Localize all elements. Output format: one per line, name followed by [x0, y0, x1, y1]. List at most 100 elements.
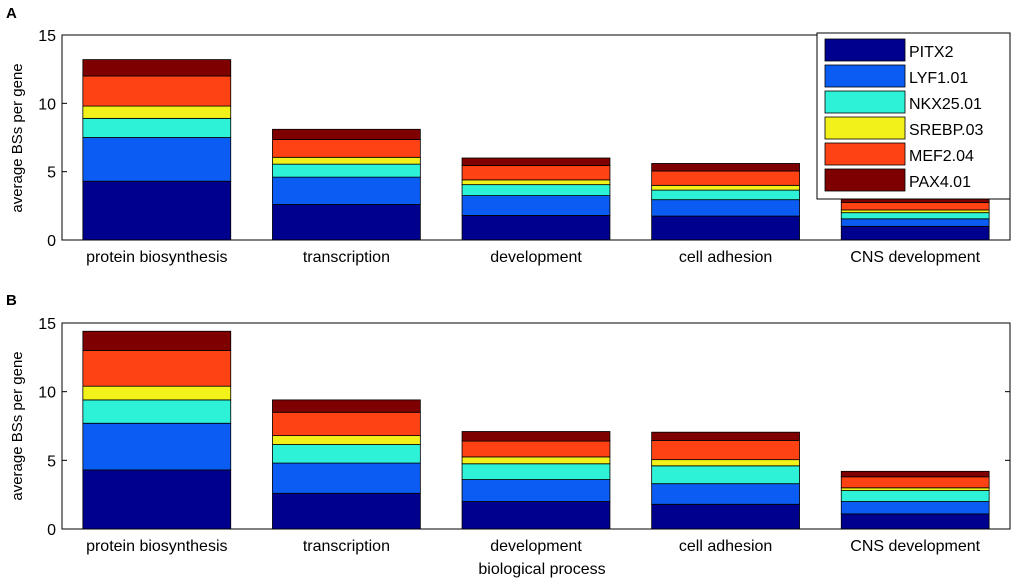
- legend-label-nkx25-01: NKX25.01: [909, 96, 982, 113]
- bar-segment-lyf1-01-development: [461, 479, 611, 502]
- bars-a: [82, 59, 990, 241]
- bar-segment-mef2-04-development: [461, 165, 611, 181]
- bar-segment-pitx2-protein-biosynthesis: [82, 469, 232, 530]
- bar-segment-pax4-01-development: [461, 157, 611, 166]
- chart-panel-a: A average BSs per gene 0 5 10 15 protein bi…: [6, 5, 1011, 266]
- bar-segment-mef2-04-cns-development: [840, 476, 990, 489]
- x-tick-label-development: development: [490, 249, 582, 266]
- bar-segment-lyf1-01-transcription: [272, 462, 421, 494]
- bar-segment-pax4-01-protein-biosynthesis: [82, 59, 232, 77]
- legend-label-lyf1-01: LYF1.01: [909, 70, 968, 87]
- bar-segment-mef2-04-protein-biosynthesis: [82, 350, 232, 387]
- bar-segment-pitx2-cell-adhesion: [651, 215, 800, 241]
- bar-segment-srebp-03-protein-biosynthesis: [82, 105, 232, 119]
- y-axis-label-b: average BSs per gene: [9, 351, 26, 500]
- y-tick-label: 15: [38, 316, 56, 333]
- bar-segment-pitx2-cns-development: [840, 513, 990, 530]
- bar-segment-pitx2-protein-biosynthesis: [82, 180, 232, 241]
- bar-segment-nkx25-01-transcription: [272, 163, 421, 178]
- y-tick-label: 5: [47, 165, 56, 182]
- bar-segment-nkx25-01-protein-biosynthesis: [82, 117, 232, 138]
- legend: PITX2 LYF1.01 NKX25.01 SREBP.03 MEF2.04 PAX4.…: [816, 32, 1011, 200]
- chart-panel-b: B average BSs per gene 0 5 10 15 protein bi…: [6, 292, 1011, 578]
- bar-segment-pitx2-transcription: [272, 204, 421, 241]
- plot-frame-b: [61, 322, 1011, 530]
- bar-segment-srebp-03-development: [461, 456, 611, 465]
- bar-segment-mef2-04-protein-biosynthesis: [82, 75, 232, 107]
- bar-segment-lyf1-01-transcription: [272, 176, 421, 205]
- bar-segment-srebp-03-development: [461, 179, 611, 186]
- legend-swatch-pitx2: [824, 38, 906, 62]
- legend-swatch-lyf1-01: [824, 64, 906, 88]
- bar-segment-nkx25-01-cns-development: [840, 490, 990, 502]
- bar-segment-nkx25-01-cell-adhesion: [651, 189, 800, 201]
- legend-label-srebp-03: SREBP.03: [909, 122, 984, 139]
- panel-label-a: A: [6, 5, 17, 22]
- panel-label-b: B: [6, 292, 17, 309]
- bar-segment-pax4-01-development: [461, 431, 611, 442]
- bar-segment-nkx25-01-cns-development: [840, 212, 990, 220]
- bar-segment-pax4-01-cell-adhesion: [651, 431, 800, 441]
- bar-segment-pax4-01-transcription: [272, 399, 421, 413]
- bar-segment-pax4-01-cns-development: [840, 198, 990, 203]
- bar-segment-srebp-03-cns-development: [840, 487, 990, 491]
- bar-segment-lyf1-01-cns-development: [840, 501, 990, 515]
- bar-segment-mef2-04-cell-adhesion: [651, 440, 800, 461]
- legend-label-pitx2: PITX2: [909, 44, 954, 61]
- y-tick-label: 15: [38, 28, 56, 45]
- x-tick-label-transcription: transcription: [303, 538, 390, 555]
- legend-swatch-mef2-04: [824, 142, 906, 166]
- bar-segment-pax4-01-transcription: [272, 128, 421, 140]
- bar-segment-srebp-03-cell-adhesion: [651, 459, 800, 467]
- y-tick-label: 5: [47, 453, 56, 470]
- bar-segment-lyf1-01-cell-adhesion: [651, 483, 800, 505]
- bar-segment-pitx2-development: [461, 214, 611, 241]
- legend-swatch-srebp-03: [824, 116, 906, 140]
- bar-segment-nkx25-01-transcription: [272, 444, 421, 464]
- legend-swatch-pax4-01: [824, 168, 906, 192]
- bar-segment-pitx2-cns-development: [840, 225, 990, 241]
- bar-segment-pax4-01-protein-biosynthesis: [82, 330, 232, 351]
- bar-segment-srebp-03-transcription: [272, 435, 421, 445]
- bars-b: [82, 330, 990, 530]
- x-tick-label-cell-adhesion: cell adhesion: [679, 249, 772, 266]
- x-tick-label-protein-biosynthesis: protein biosynthesis: [86, 249, 227, 266]
- legend-label-pax4-01: PAX4.01: [909, 174, 971, 191]
- x-tick-label-development: development: [490, 538, 582, 555]
- bar-segment-lyf1-01-development: [461, 195, 611, 216]
- bar-segment-pitx2-cell-adhesion: [651, 503, 800, 530]
- x-axis-label-b: biological process: [478, 561, 605, 578]
- x-tick-label-cell-adhesion: cell adhesion: [679, 538, 772, 555]
- bar-segment-mef2-04-cns-development: [840, 202, 990, 211]
- x-tick-labels-a: protein biosynthesis transcription develop…: [86, 249, 981, 266]
- bar-segment-mef2-04-transcription: [272, 139, 421, 158]
- y-tick-label: 0: [47, 522, 56, 539]
- bar-segment-srebp-03-cns-development: [840, 209, 990, 214]
- x-tick-label-transcription: transcription: [303, 249, 390, 266]
- bar-segment-mef2-04-development: [461, 440, 611, 458]
- bar-segment-nkx25-01-protein-biosynthesis: [82, 399, 232, 424]
- bar-segment-nkx25-01-development: [461, 463, 611, 480]
- bar-segment-pitx2-development: [461, 501, 611, 530]
- x-tick-label-cns-development: CNS development: [850, 538, 980, 555]
- legend-swatch-nkx25-01: [824, 90, 906, 114]
- x-tick-label-protein-biosynthesis: protein biosynthesis: [86, 538, 227, 555]
- bar-segment-srebp-03-transcription: [272, 156, 421, 165]
- bar-segment-mef2-04-transcription: [272, 411, 421, 437]
- bar-segment-nkx25-01-development: [461, 184, 611, 196]
- bar-segment-srebp-03-protein-biosynthesis: [82, 385, 232, 401]
- bar-segment-pax4-01-cns-development: [840, 470, 990, 478]
- bar-segment-pax4-01-cell-adhesion: [651, 163, 800, 172]
- bar-segment-lyf1-01-protein-biosynthesis: [82, 137, 232, 182]
- bar-segment-srebp-03-cell-adhesion: [651, 184, 800, 191]
- bar-segment-lyf1-01-protein-biosynthesis: [82, 422, 232, 471]
- bar-segment-mef2-04-cell-adhesion: [651, 170, 800, 186]
- y-tick-label: 0: [47, 233, 56, 250]
- bar-segment-lyf1-01-cns-development: [840, 218, 990, 227]
- bar-segment-pitx2-transcription: [272, 492, 421, 530]
- x-tick-label-cns-development: CNS development: [850, 249, 980, 266]
- x-tick-labels-b: protein biosynthesis transcription develop…: [86, 538, 981, 555]
- bar-segment-nkx25-01-cell-adhesion: [651, 465, 800, 485]
- y-axis-label-a: average BSs per gene: [9, 63, 26, 212]
